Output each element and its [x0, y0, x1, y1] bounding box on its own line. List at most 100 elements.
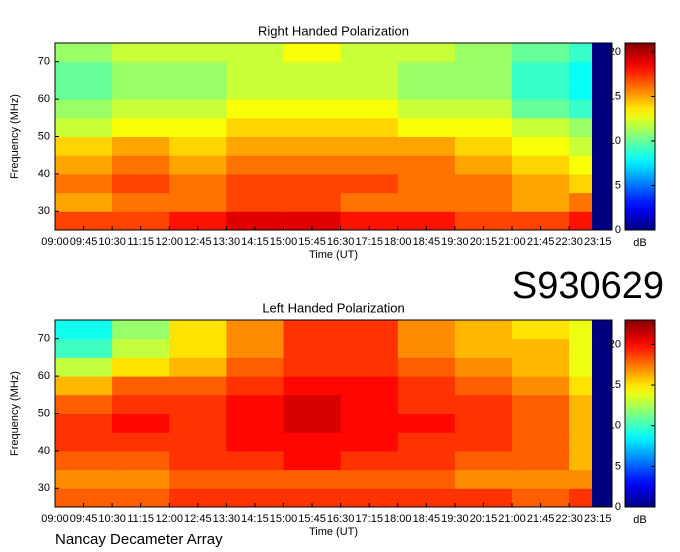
heatmap-cell	[592, 192, 613, 212]
heatmap-cell	[226, 211, 285, 231]
x-tick-label: 18:45	[413, 513, 441, 525]
heatmap-cell	[569, 357, 593, 377]
heatmap-cell	[340, 211, 399, 231]
heatmap-cell	[283, 357, 342, 377]
y-tick-label: 70	[38, 56, 50, 68]
heatmap-cell	[592, 394, 613, 414]
heatmap-cell	[397, 488, 456, 508]
x-axis-label: Time (UT)	[309, 249, 358, 261]
heatmap-cell	[112, 394, 170, 414]
colorbar	[624, 42, 656, 231]
x-tick-label: 21:00	[498, 236, 526, 248]
x-tick-label: 09:00	[41, 513, 69, 525]
heatmap-cell	[397, 43, 456, 63]
heatmap-cell	[454, 211, 513, 231]
x-tick-label: 18:00	[384, 236, 412, 248]
heatmap-cell	[397, 469, 456, 489]
heatmap-cell	[569, 488, 593, 508]
colorbar-tick-label: 10	[609, 420, 621, 432]
heatmap-cell	[340, 43, 399, 63]
panel-title: Right Handed Polarization	[258, 23, 409, 38]
heatmap-cell	[592, 469, 613, 489]
heatmap-cell	[340, 155, 399, 175]
heatmap-cell	[169, 376, 227, 396]
heatmap-cell	[397, 99, 456, 119]
heatmap-cell	[283, 192, 342, 212]
x-tick-label: 21:45	[527, 513, 555, 525]
heatmap-cell	[454, 61, 513, 81]
colorbar-label: dB	[633, 237, 646, 249]
heatmap-cell	[340, 117, 399, 137]
heatmap-cell	[569, 43, 593, 63]
heatmap-cell	[226, 450, 285, 471]
heatmap-cell	[112, 173, 170, 194]
heatmap-cell	[112, 192, 170, 212]
heatmap-cell	[397, 394, 456, 414]
heatmap-cell	[592, 155, 613, 175]
y-tick-label: 70	[38, 333, 50, 345]
heatmap-cell	[55, 211, 113, 231]
heatmap-cell	[55, 80, 113, 100]
heatmap-cell	[512, 338, 570, 358]
heatmap-cell	[569, 413, 593, 433]
heatmap-cell	[226, 394, 285, 414]
heatmap-cell	[283, 413, 342, 433]
x-tick-label: 12:45	[184, 236, 212, 248]
heatmap-cell	[592, 413, 613, 433]
heatmap-cell	[454, 357, 513, 377]
heatmap-cell	[283, 155, 342, 175]
x-tick-label: 23:15	[584, 236, 612, 248]
session-id: S930629	[512, 265, 664, 307]
heatmap-cell	[226, 488, 285, 508]
heatmap-cell	[592, 61, 613, 81]
heatmap-cell	[340, 432, 399, 452]
x-tick-label: 14:15	[241, 236, 269, 248]
heatmap-cell	[397, 450, 456, 471]
heatmap-cell	[512, 469, 570, 489]
heatmap-cell	[55, 488, 113, 508]
heatmap-cell	[55, 357, 113, 377]
colorbar-tick-label: 0	[615, 224, 621, 236]
heatmap-cell	[454, 80, 513, 100]
heatmap-cell	[454, 488, 513, 508]
heatmap-cell	[592, 173, 613, 194]
heatmap-cell	[55, 155, 113, 175]
heatmap-cell	[512, 432, 570, 452]
heatmap-cell	[592, 117, 613, 137]
heatmap-cell	[226, 469, 285, 489]
x-tick-label: 21:00	[498, 513, 526, 525]
heatmap-cell	[340, 488, 399, 508]
x-tick-label: 12:45	[184, 513, 212, 525]
x-tick-label: 20:15	[470, 236, 498, 248]
heatmap-cell	[340, 450, 399, 471]
y-tick-label: 40	[38, 445, 50, 457]
heatmap-cell	[112, 450, 170, 471]
heatmap-cell	[340, 338, 399, 358]
heatmap-cell	[592, 338, 613, 358]
x-tick-label: 22:30	[555, 513, 583, 525]
colorbar-tick-label: 15	[609, 379, 621, 391]
heatmap-cell	[169, 99, 227, 119]
heatmap-cell	[169, 61, 227, 81]
heatmap-cell	[569, 432, 593, 452]
colorbar-label: dB	[633, 514, 646, 526]
heatmap-cell	[454, 155, 513, 175]
heatmap-cell	[397, 117, 456, 137]
heatmap-cell	[169, 469, 227, 489]
heatmap-cell	[569, 338, 593, 358]
heatmap-cell	[226, 136, 285, 156]
heatmap-cell	[226, 117, 285, 137]
colorbar-tick-label: 5	[615, 460, 621, 472]
heatmap-cell	[283, 320, 342, 340]
heatmap-cell	[55, 99, 113, 119]
heatmap-cell	[55, 117, 113, 137]
heatmap-cell	[112, 320, 170, 340]
heatmap-cell	[169, 155, 227, 175]
x-tick-label: 21:45	[527, 236, 555, 248]
heatmap-cell	[592, 43, 613, 63]
heatmap-cell	[226, 338, 285, 358]
x-tick-label: 15:45	[298, 513, 326, 525]
heatmap-cell	[169, 488, 227, 508]
heatmap-cell	[283, 211, 342, 231]
